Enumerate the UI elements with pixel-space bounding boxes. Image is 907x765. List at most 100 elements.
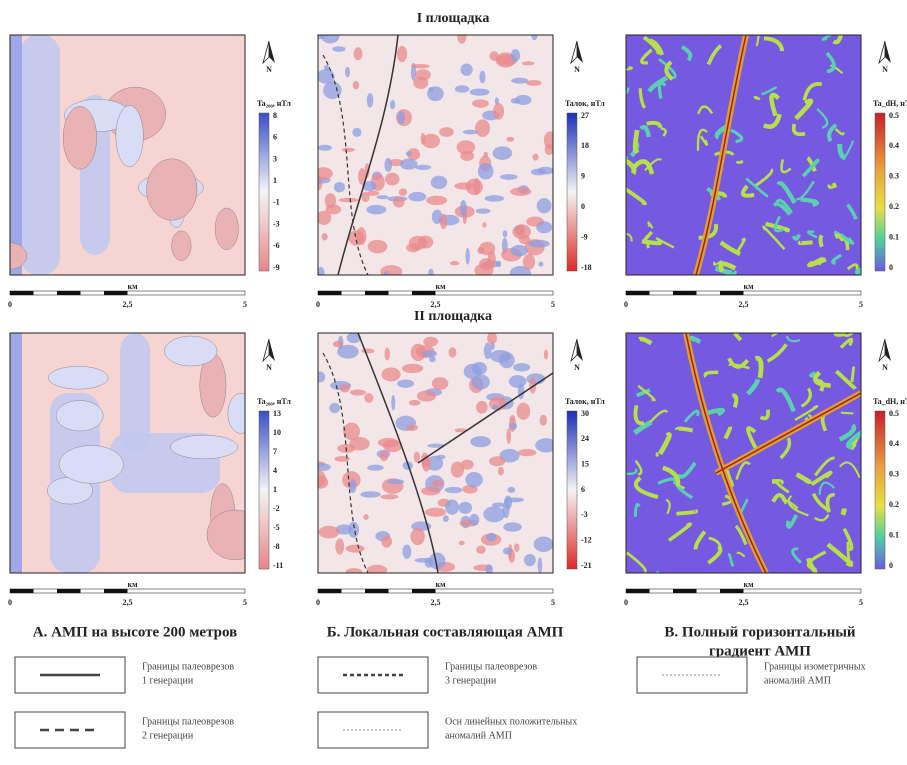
anomaly xyxy=(503,547,512,554)
legend-label: Границы палеоврезов xyxy=(445,661,537,672)
anomaly xyxy=(469,514,479,526)
anomaly xyxy=(317,69,335,84)
anomaly xyxy=(524,554,536,566)
anomaly xyxy=(380,265,402,278)
scale-segment xyxy=(57,589,81,593)
anomaly xyxy=(523,254,535,270)
anomaly xyxy=(500,174,518,180)
anomaly xyxy=(545,144,554,155)
colorbar-label: Ta₂₀₀, нТл xyxy=(257,397,291,406)
anomaly xyxy=(472,99,489,108)
anomaly xyxy=(522,61,535,65)
anomaly xyxy=(378,438,399,448)
scale-segment xyxy=(104,589,128,593)
colorbar-tick: 0.5 xyxy=(889,409,899,418)
colorbar-label: Taлок, нТл xyxy=(565,99,605,108)
gradient-zone xyxy=(613,157,627,159)
anomaly xyxy=(427,86,444,101)
contour xyxy=(48,366,108,389)
colorbar-label: Ta_dH, нТл/м xyxy=(873,99,907,108)
scale-tick: 5 xyxy=(859,300,863,309)
contour xyxy=(56,400,103,431)
scale-tick: 0 xyxy=(316,598,320,607)
anomaly xyxy=(476,208,491,213)
scale-tick: 2,5 xyxy=(431,300,441,309)
anomaly xyxy=(503,522,522,531)
scale-tick: 5 xyxy=(243,598,247,607)
anomaly xyxy=(490,350,511,363)
anomaly xyxy=(431,176,447,190)
scale-segment xyxy=(365,589,389,593)
anomaly xyxy=(460,200,467,216)
anomaly xyxy=(348,522,359,538)
colorbar-tick: 9 xyxy=(581,172,585,181)
gradient-zone xyxy=(677,429,693,431)
anomaly xyxy=(492,405,498,410)
north-arrow xyxy=(269,41,275,63)
colorbar-tick: 3 xyxy=(273,154,277,163)
section-title: I площадка xyxy=(417,11,490,26)
scale-unit: км xyxy=(127,282,138,291)
colorbar-tick: -3 xyxy=(581,510,588,519)
colorbar-tick: -6 xyxy=(273,241,280,250)
anomaly xyxy=(458,502,472,514)
colorbar-tick: 0.1 xyxy=(889,232,899,241)
anomaly xyxy=(470,88,490,95)
colorbar-tick: 1 xyxy=(273,485,277,494)
colorbar xyxy=(259,411,269,569)
colorbar-tick: 0 xyxy=(581,202,585,211)
anomaly xyxy=(425,508,446,517)
colorbar-tick: -2 xyxy=(273,504,280,513)
colorbar-label: Ta₂₀₀, нТл xyxy=(257,99,291,108)
anomaly xyxy=(531,169,546,176)
anomaly xyxy=(485,195,505,202)
colorbar-tick: 0.4 xyxy=(889,439,899,448)
anomaly xyxy=(472,362,487,375)
anomaly xyxy=(335,538,344,554)
scale-unit: км xyxy=(743,282,754,291)
north-arrow xyxy=(879,339,885,361)
anomaly xyxy=(319,526,340,539)
anomaly xyxy=(538,557,543,574)
anomaly xyxy=(455,85,469,93)
anomaly xyxy=(342,148,355,152)
colorbar-tick: 6 xyxy=(581,485,585,494)
anomaly xyxy=(385,173,399,186)
anomaly xyxy=(411,64,430,68)
gradient-zone xyxy=(642,241,660,243)
scale-segment xyxy=(104,291,128,295)
anomaly xyxy=(479,71,485,84)
scale-segment xyxy=(673,291,697,295)
anomaly xyxy=(503,230,508,237)
colorbar-tick: -8 xyxy=(273,542,280,551)
anomaly xyxy=(509,423,517,430)
gradient-zone xyxy=(843,508,845,514)
north-arrow xyxy=(571,339,577,361)
north-arrow xyxy=(885,339,891,361)
anomaly xyxy=(511,49,521,62)
north-arrow xyxy=(263,339,269,361)
north-label: N xyxy=(266,363,272,372)
anomaly xyxy=(406,151,412,156)
anomaly xyxy=(381,494,399,499)
anomaly xyxy=(322,233,328,240)
section-title: II площадка xyxy=(414,309,492,324)
anomaly xyxy=(411,528,425,545)
colorbar-tick: 0.1 xyxy=(889,530,899,539)
scale-tick: 5 xyxy=(243,300,247,309)
anomaly xyxy=(393,197,405,207)
anomaly xyxy=(465,248,469,265)
legend-label: 3 генерации xyxy=(445,675,497,686)
anomaly xyxy=(397,46,407,62)
anomaly xyxy=(314,167,333,180)
anomaly xyxy=(532,154,538,161)
anomaly xyxy=(417,390,436,401)
map xyxy=(0,35,245,275)
anomaly xyxy=(460,151,474,161)
scale-segment xyxy=(626,291,650,295)
anomaly xyxy=(409,400,421,406)
gradient-zone xyxy=(718,317,738,334)
anomaly xyxy=(450,261,460,265)
legend-label: аномалий АМП xyxy=(764,675,831,686)
scale-tick: 0 xyxy=(624,300,628,309)
